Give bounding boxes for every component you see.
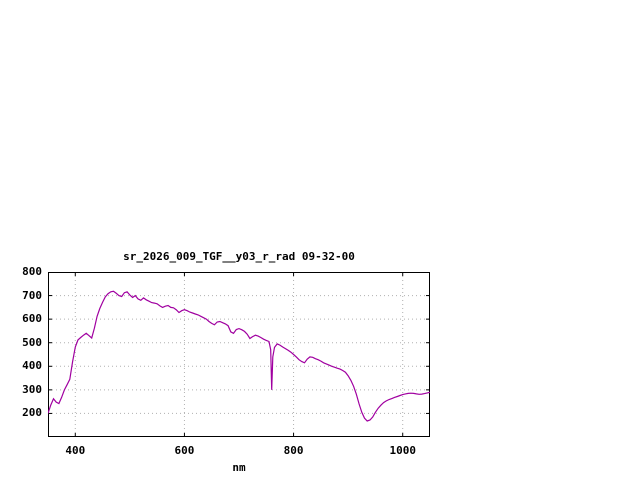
x-tick-label: 1000 (389, 444, 416, 457)
x-axis-title: nm (232, 461, 246, 474)
y-tick-label: 200 (22, 406, 42, 420)
y-tick-label: 500 (22, 335, 42, 349)
x-tick-label: 800 (283, 444, 304, 457)
chart-title: sr_2026_009_TGF__y03_r_rad 09-32-00 (123, 250, 355, 263)
spectrum-plot (48, 272, 430, 437)
y-tick-label: 600 (22, 312, 42, 326)
y-tick-label: 800 (22, 265, 42, 278)
y-tick-label: 300 (22, 382, 42, 396)
y-tick-label: 700 (22, 288, 42, 302)
spectrum-line (48, 290, 430, 422)
plot-border (48, 272, 430, 437)
x-tick-label: 400 (65, 444, 86, 457)
y-tick-label: 400 (22, 359, 42, 373)
plot-area (48, 272, 430, 437)
x-tick-label: 600 (174, 444, 195, 457)
